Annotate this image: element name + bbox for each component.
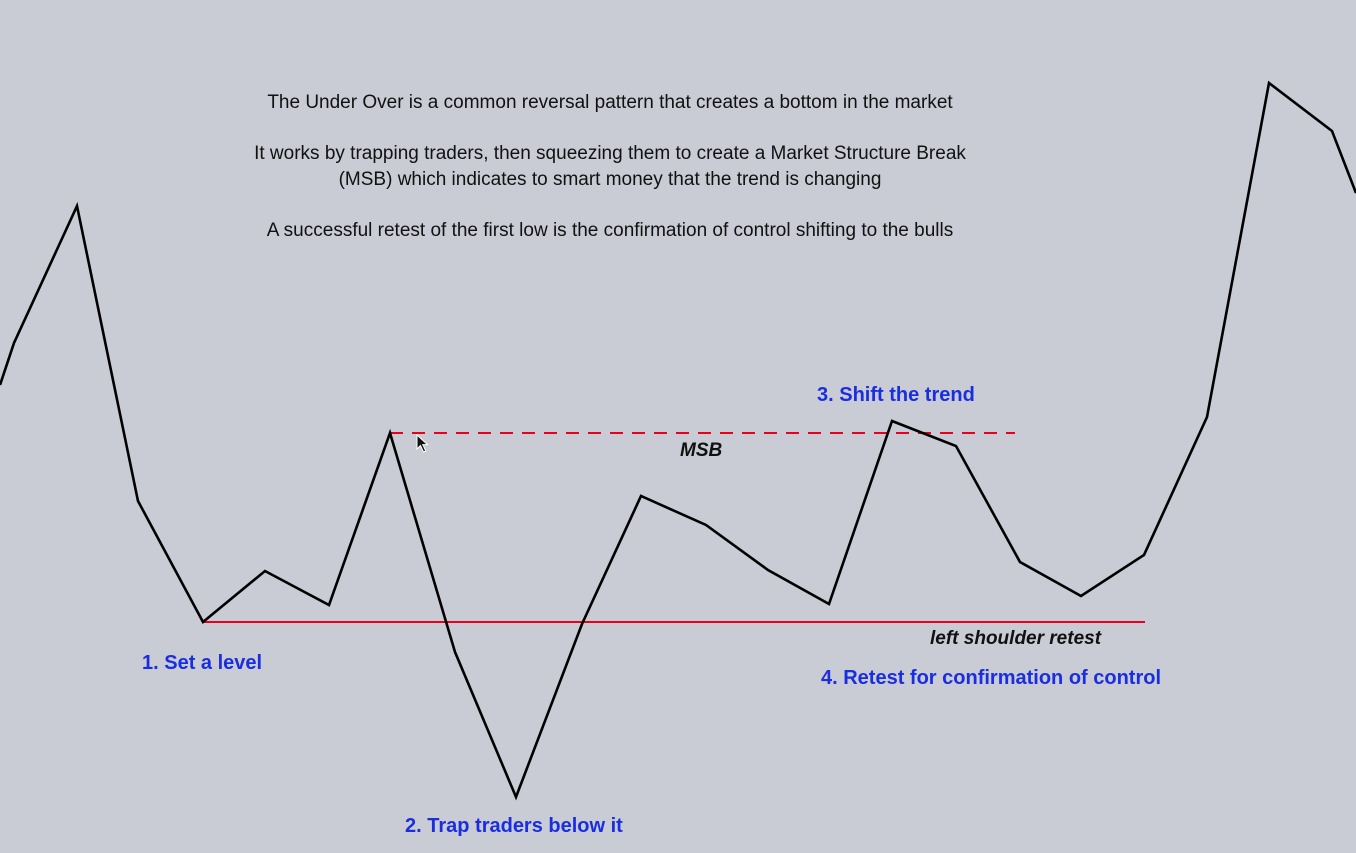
left-shoulder-label: left shoulder retest [930, 628, 1102, 649]
mouse-pointer-icon [416, 434, 429, 453]
intro-line-3: A successful retest of the first low is … [266, 220, 954, 241]
step-retest: 4. Retest for confirmation of control [821, 667, 1162, 689]
step-set-level: 1. Set a level [142, 652, 263, 674]
price-path [0, 80, 1356, 801]
intro-line-2: It works by trapping traders, then squee… [254, 143, 966, 190]
msb-label: MSB [680, 440, 723, 461]
intro-line-1: The Under Over is a common reversal patt… [267, 92, 953, 113]
step-shift-trend: 3. Shift the trend [817, 384, 975, 406]
step-trap-traders: 2. Trap traders below it [405, 815, 623, 837]
